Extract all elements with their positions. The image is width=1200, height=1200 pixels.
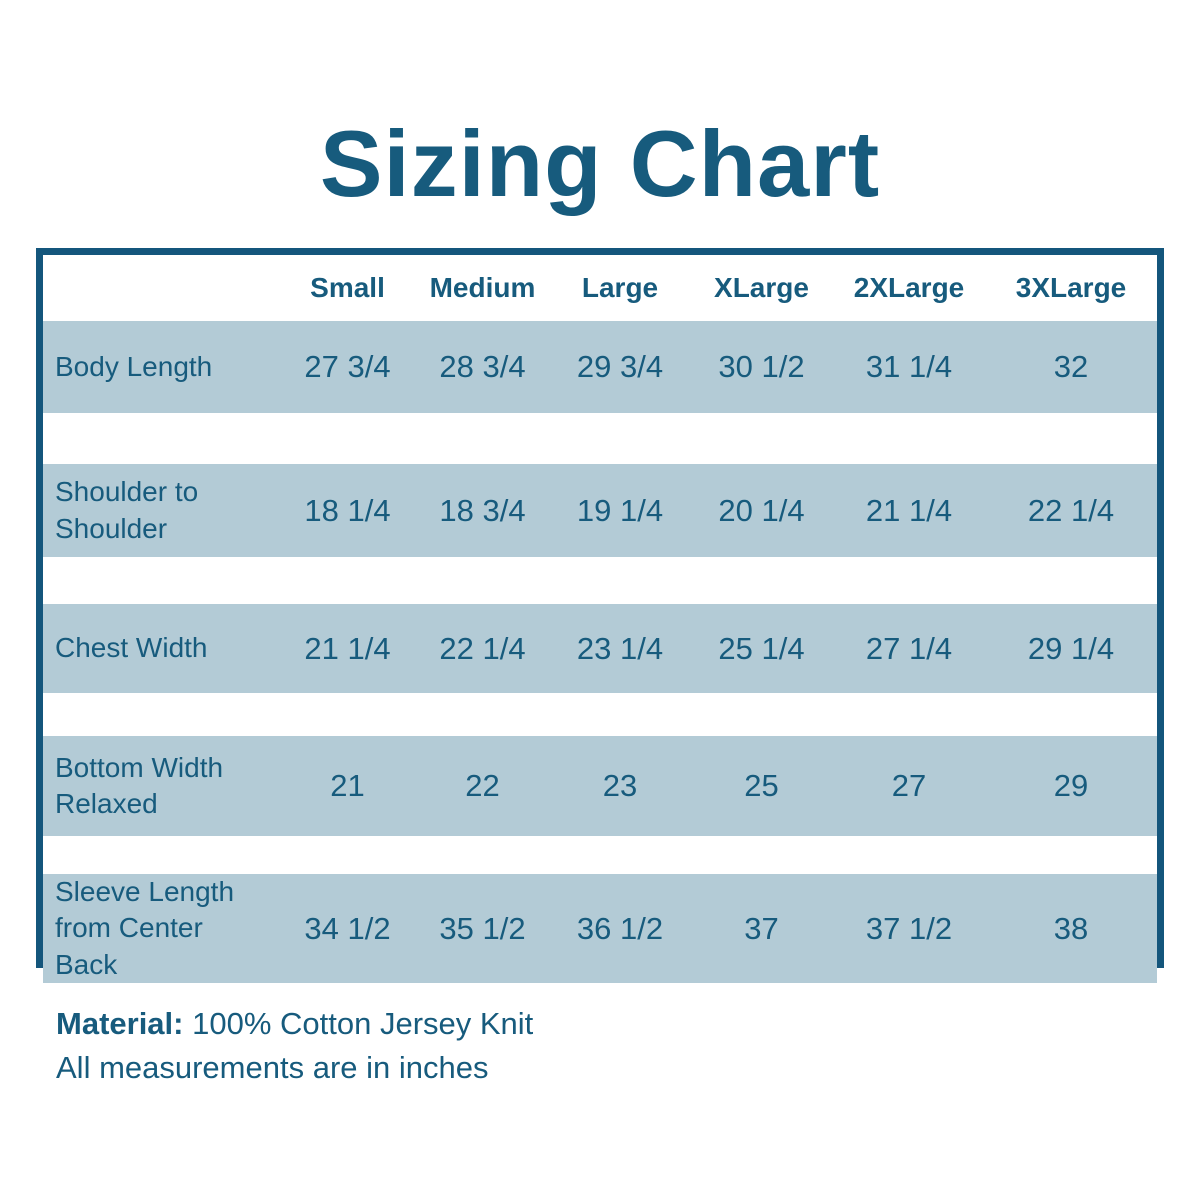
material-label: Material: xyxy=(56,1006,184,1041)
row-label: Shoulder to Shoulder xyxy=(55,476,199,544)
table-cell: 36 1/2 xyxy=(576,910,664,946)
row-separator xyxy=(43,413,1157,464)
table-cell: 22 xyxy=(465,768,500,803)
table-row-bottom-width-relaxed: Bottom Width Relaxed 21 22 23 25 27 29 xyxy=(43,736,1157,836)
table-cell: 23 1/4 xyxy=(576,630,664,666)
table-cell: 31 1/4 xyxy=(865,349,953,384)
table-row-sleeve-length: Sleeve Length from Center Back 34 1/2 35… xyxy=(43,874,1157,984)
column-header-large: Large xyxy=(581,272,659,303)
table-cell: 27 3/4 xyxy=(304,349,391,384)
page-title: Sizing Chart xyxy=(319,111,881,216)
column-header-3xlarge: 3XLarge xyxy=(1015,272,1127,303)
table-cell: 22 1/4 xyxy=(439,630,526,666)
table-row-chest-width: Chest Width 21 1/4 22 1/4 23 1/4 25 1/4 … xyxy=(43,604,1157,693)
row-label: Sleeve Length from Center Back xyxy=(55,876,235,980)
table-row-body-length: Body Length 27 3/4 28 3/4 29 3/4 30 1/2 … xyxy=(43,321,1157,413)
table-cell: 19 1/4 xyxy=(576,492,664,528)
column-header-medium: Medium xyxy=(429,272,536,303)
table-cell: 30 1/2 xyxy=(718,349,805,384)
table-cell: 35 1/2 xyxy=(439,910,526,946)
row-separator xyxy=(43,836,1157,874)
table-cell: 18 1/4 xyxy=(304,492,391,528)
table-cell: 23 xyxy=(602,768,638,803)
table-cell: 38 xyxy=(1053,910,1089,946)
table-cell: 28 3/4 xyxy=(439,349,526,384)
column-header-2xlarge: 2XLarge xyxy=(853,272,965,303)
row-label: Chest Width xyxy=(55,632,208,664)
table-cell: 18 3/4 xyxy=(439,492,526,528)
column-header-xlarge: XLarge xyxy=(714,272,809,303)
row-separator xyxy=(43,693,1157,736)
column-header-small: Small xyxy=(310,272,385,303)
row-label: Body Length xyxy=(55,350,213,382)
table-cell: 37 1/2 xyxy=(865,910,953,946)
table-row-shoulder-to-shoulder: Shoulder to Shoulder 18 1/4 18 3/4 19 1/… xyxy=(43,464,1157,557)
table-cell: 27 xyxy=(891,768,927,803)
table-cell: 21 1/4 xyxy=(304,630,391,666)
row-separator xyxy=(43,557,1157,604)
table-cell: 29 xyxy=(1053,768,1089,803)
row-label: Bottom Width Relaxed xyxy=(55,751,224,819)
table-cell: 21 xyxy=(330,768,365,803)
table-cell: 29 3/4 xyxy=(576,349,664,384)
sizing-table: Small Medium Large XLarge 2XLarge 3XLarg… xyxy=(36,248,1164,984)
table-header-row: Small Medium Large XLarge 2XLarge 3XLarg… xyxy=(43,255,1157,321)
table-cell: 37 xyxy=(744,910,779,946)
material-line: Material: 100% Cotton Jersey Knit xyxy=(56,1002,533,1046)
table-cell: 32 xyxy=(1053,349,1089,384)
table-cell: 34 1/2 xyxy=(304,910,391,946)
table-cell: 27 1/4 xyxy=(865,630,953,666)
material-value: 100% Cotton Jersey Knit xyxy=(192,1006,534,1041)
table-cell: 20 1/4 xyxy=(718,492,805,528)
table-cell: 25 1/4 xyxy=(718,630,805,666)
table-cell: 25 xyxy=(744,768,779,803)
units-note: All measurements are in inches xyxy=(56,1050,489,1085)
table-cell: 21 1/4 xyxy=(865,492,953,528)
table-cell: 22 1/4 xyxy=(1027,492,1115,528)
footer-notes: Material: 100% Cotton Jersey Knit All me… xyxy=(56,1002,533,1090)
table-cell: 29 1/4 xyxy=(1027,630,1115,666)
